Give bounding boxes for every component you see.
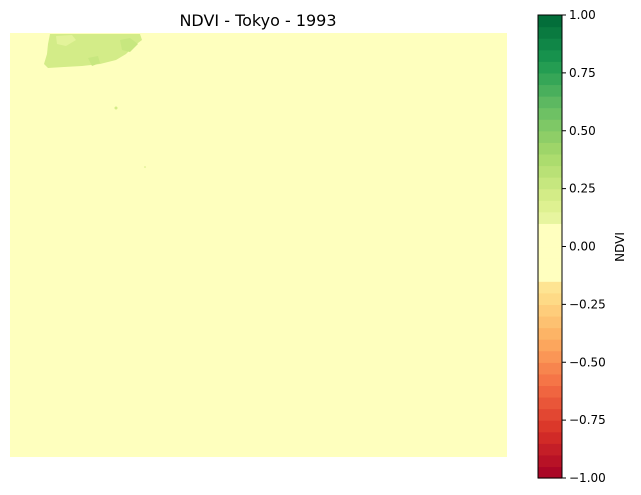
colorbar-band	[538, 362, 562, 375]
colorbar-band	[538, 396, 562, 410]
colorbar-band	[538, 130, 562, 143]
colorbar-band	[538, 72, 562, 86]
colorbar-band	[538, 258, 562, 271]
colorbar-band	[538, 142, 562, 155]
colorbar-band	[538, 26, 562, 39]
colorbar-band	[538, 269, 562, 282]
colorbar-band	[538, 107, 562, 120]
colorbar-band	[538, 84, 562, 97]
colorbar-band	[538, 200, 562, 213]
colorbar-tick-label: −0.25	[569, 297, 606, 311]
vegetation-area	[44, 34, 146, 168]
colorbar-band	[538, 15, 562, 28]
colorbar-bands	[538, 15, 562, 479]
colorbar-band	[538, 454, 562, 468]
colorbar-band	[538, 443, 562, 456]
colorbar-band	[538, 61, 562, 74]
colorbar-band	[538, 315, 562, 329]
colorbar-band	[538, 38, 562, 51]
colorbar-band	[538, 339, 562, 352]
colorbar-band	[538, 327, 562, 340]
colorbar-band	[538, 246, 562, 259]
colorbar-band	[538, 431, 562, 444]
colorbar-band	[538, 165, 562, 178]
colorbar-band	[538, 49, 562, 62]
colorbar-band	[538, 188, 562, 201]
colorbar-band	[538, 211, 562, 224]
vegetation-patch-lower	[88, 56, 100, 66]
colorbar-band	[538, 96, 562, 109]
vegetation-speck	[144, 166, 146, 168]
colorbar-band	[538, 373, 562, 386]
colorbar-tick-label: 0.25	[569, 182, 596, 196]
map-background	[10, 33, 507, 457]
colorbar-tick-label: −1.00	[569, 471, 606, 485]
ndvi-map	[10, 33, 507, 457]
colorbar-band	[538, 177, 562, 190]
colorbar-band	[538, 119, 562, 132]
colorbar-tick-label: −0.50	[569, 355, 606, 369]
colorbar-band	[538, 420, 562, 433]
vegetation-patch-edge	[56, 35, 76, 46]
colorbar-band	[538, 234, 562, 248]
vegetation-patch-east	[120, 38, 138, 52]
colorbar-tick-label: 0.50	[569, 124, 596, 138]
colorbar-tick-label: 1.00	[569, 8, 596, 22]
colorbar-tick-label: 0.00	[569, 240, 596, 254]
colorbar-tick-label: −0.75	[569, 413, 606, 427]
colorbar-band	[538, 350, 562, 363]
colorbar: 1.00 0.75 0.50 0.25 0.00 −0.25 −0.50 −0.75 −1.00…	[537, 8, 627, 485]
colorbar-band	[538, 385, 562, 398]
colorbar-band	[538, 466, 562, 479]
colorbar-band	[538, 304, 562, 317]
colorbar-tick-label: 0.75	[569, 66, 596, 80]
colorbar-band	[538, 408, 562, 421]
colorbar-band	[538, 223, 562, 236]
colorbar-band	[538, 153, 562, 167]
colorbar-band	[538, 281, 562, 294]
colorbar-band	[538, 292, 562, 305]
chart-title: NDVI - Tokyo - 1993	[179, 11, 336, 30]
vegetation-speck	[114, 106, 118, 110]
colorbar-label: NDVI	[613, 232, 627, 262]
colorbar-ticks: 1.00 0.75 0.50 0.25 0.00 −0.25 −0.50 −0.75 −1.00	[562, 8, 606, 485]
